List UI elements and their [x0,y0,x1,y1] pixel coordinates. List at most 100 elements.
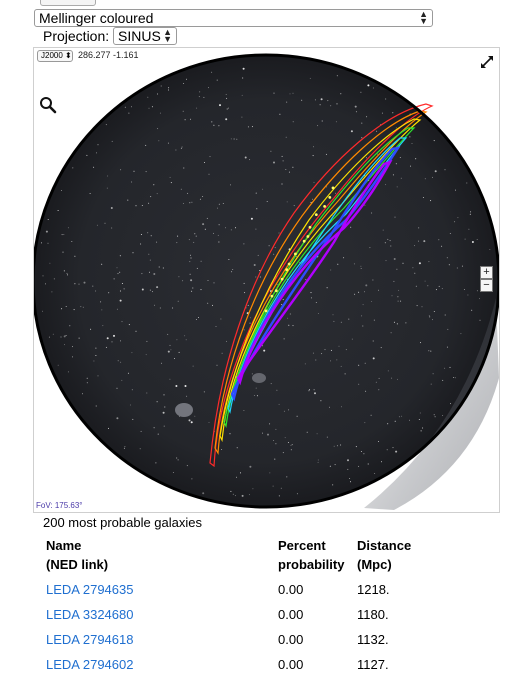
star [97,144,99,146]
star [108,427,109,429]
star [149,271,150,273]
star [170,349,172,351]
star [212,304,213,306]
star [242,67,245,70]
star [372,87,374,89]
star [306,431,308,433]
star [442,415,444,416]
star [100,301,102,303]
star [332,484,334,486]
star [120,340,121,342]
star [479,298,480,300]
star [116,417,119,420]
zoom-out-button[interactable]: − [480,279,493,292]
star [127,199,129,201]
star [290,444,292,446]
star [196,267,198,269]
star [71,241,73,242]
percent-cell: 0.00 [278,657,304,672]
star [104,222,106,224]
star [191,290,193,292]
star [108,292,110,294]
star [371,212,373,214]
star [67,274,68,276]
star [190,254,191,256]
star [336,359,338,361]
star [250,217,253,220]
star [161,362,162,364]
galaxy-markers [264,186,335,313]
galaxy-link[interactable]: LEDA 2794618 [46,632,134,647]
star [131,106,132,108]
star [461,265,463,267]
star [363,453,365,455]
star [365,390,367,392]
star [128,324,130,326]
star [202,223,205,226]
star [428,315,430,317]
star [378,289,379,291]
star [148,253,150,255]
star [290,449,292,451]
star [189,261,191,263]
star [449,366,451,368]
star [362,325,364,327]
star [278,232,280,234]
table-row: LEDA 2794618 0.00 1132. [40,627,417,652]
star [172,307,174,309]
star [365,284,368,287]
star [321,353,323,355]
star [63,270,65,272]
search-icon[interactable] [40,97,57,114]
star [45,230,48,233]
star [285,136,287,138]
projection-select[interactable]: SINUS ▲ ▼ [113,27,177,45]
star [93,166,95,168]
galaxy-link[interactable]: LEDA 2794602 [46,657,134,672]
star [259,270,261,271]
star [286,101,288,103]
sky-map[interactable] [34,48,499,512]
star [293,205,295,207]
star [48,336,50,338]
star [446,257,448,259]
star [53,278,55,280]
star [396,186,398,188]
star [121,321,123,323]
star [460,333,462,335]
star [216,79,218,81]
star [199,91,201,93]
star [247,126,249,128]
sky-viewer[interactable]: J2000 ⬍ 286.277 -1.161 + − FoV: 175.63° [33,47,500,513]
star [386,449,388,451]
contour-orange [214,110,428,455]
star [320,98,323,101]
star [336,75,338,77]
star [390,245,392,247]
star [150,235,152,237]
star [83,281,86,284]
survey-select[interactable]: Mellinger coloured ▲ ▼ [34,9,433,27]
galaxy-link[interactable]: LEDA 3324680 [46,607,134,622]
zoom-in-button[interactable]: + [480,266,493,279]
star [314,392,316,395]
star [236,447,238,449]
star [249,159,251,161]
star [429,316,431,318]
star [176,457,178,459]
galaxy-link[interactable]: LEDA 2794635 [46,582,134,597]
star [343,257,345,259]
star [184,335,186,337]
magellanic-cloud-small [252,373,266,383]
star [230,490,232,492]
fullscreen-icon[interactable] [481,56,493,68]
star [174,358,175,359]
galaxy-marker [294,252,297,256]
star [355,446,357,448]
star [469,213,471,215]
star [350,130,353,133]
star [156,401,158,403]
top-control-stub[interactable] [40,0,96,6]
frame-select[interactable]: J2000 ⬍ [37,50,73,62]
star [167,350,170,353]
